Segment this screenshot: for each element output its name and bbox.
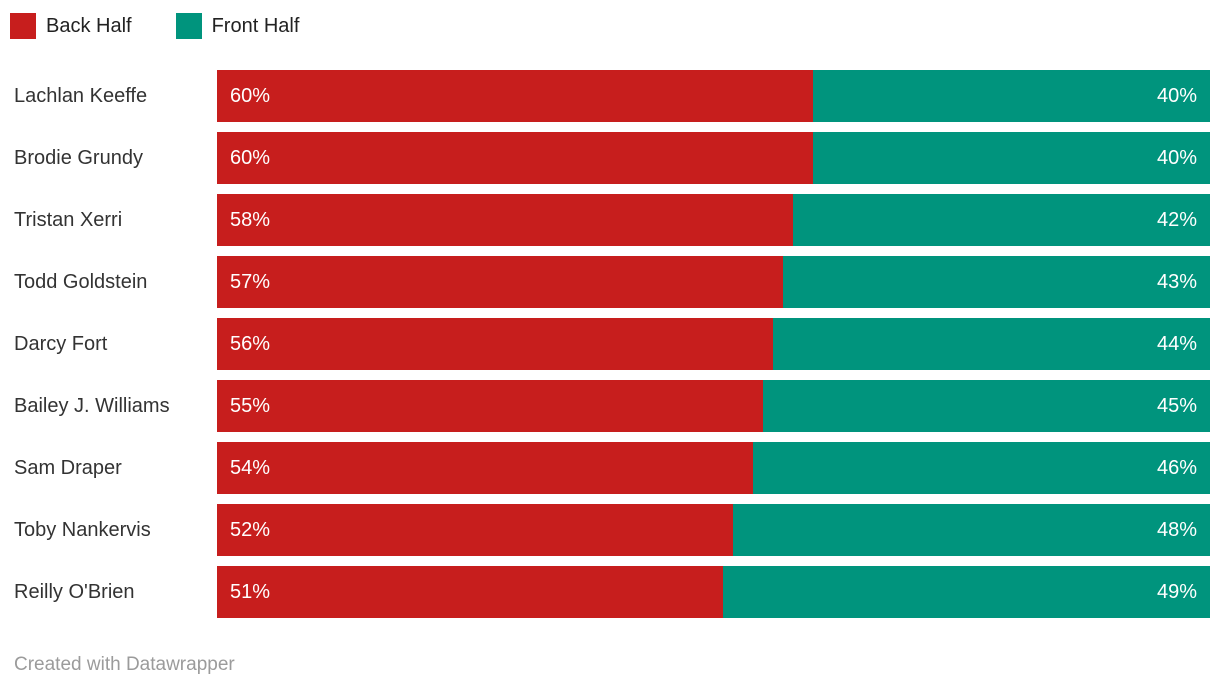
- table-row: Reilly O'Brien 51% 49%: [0, 566, 1210, 618]
- category-label: Brodie Grundy: [14, 146, 143, 169]
- stacked-bar: 52% 48%: [217, 504, 1210, 556]
- category-label: Lachlan Keeffe: [14, 84, 148, 107]
- front-half-segment[interactable]: 49%: [723, 566, 1210, 618]
- back-half-value: 54%: [230, 456, 271, 479]
- datawrapper-attribution-link[interactable]: Created with Datawrapper: [14, 654, 235, 675]
- back-half-segment[interactable]: 52%: [217, 504, 734, 556]
- front-half-segment[interactable]: 40%: [812, 70, 1210, 122]
- table-row: Brodie Grundy 60% 40%: [0, 132, 1210, 184]
- back-half-value: 60%: [230, 84, 271, 107]
- front-half-value: 44%: [1156, 332, 1197, 355]
- category-label: Bailey J. Williams: [14, 394, 170, 417]
- legend-label: Front Half: [211, 15, 300, 37]
- back-half-value: 60%: [230, 146, 271, 169]
- stacked-bar: 56% 44%: [217, 318, 1210, 370]
- front-half-value: 49%: [1156, 580, 1197, 603]
- table-row: Tristan Xerri 58% 42%: [0, 194, 1210, 246]
- table-row: Darcy Fort 56% 44%: [0, 318, 1210, 370]
- table-row: Toby Nankervis 52% 48%: [0, 504, 1210, 556]
- back-half-segment[interactable]: 56%: [217, 318, 774, 370]
- stacked-bar: 58% 42%: [217, 194, 1210, 246]
- front-half-value: 46%: [1156, 456, 1197, 479]
- stacked-bar: 60% 40%: [217, 132, 1210, 184]
- chart-legend: Back Half Front Half: [0, 0, 1220, 39]
- table-row: Bailey J. Williams 55% 45%: [0, 380, 1210, 432]
- category-label: Sam Draper: [14, 456, 122, 479]
- bar-rows: Lachlan Keeffe 60% 40% Brodie Grundy 60%…: [0, 70, 1220, 618]
- back-half-segment[interactable]: 58%: [217, 194, 793, 246]
- front-half-swatch-icon: [175, 13, 202, 39]
- front-half-value: 40%: [1156, 84, 1197, 107]
- stacked-bar: 55% 45%: [217, 380, 1210, 432]
- table-row: Sam Draper 54% 46%: [0, 442, 1210, 494]
- front-half-segment[interactable]: 45%: [763, 380, 1210, 432]
- back-half-segment[interactable]: 55%: [217, 380, 764, 432]
- front-half-segment[interactable]: 40%: [812, 132, 1210, 184]
- category-label: Toby Nankervis: [14, 518, 151, 541]
- front-half-segment[interactable]: 46%: [753, 442, 1210, 494]
- front-half-segment[interactable]: 42%: [792, 194, 1210, 246]
- back-half-value: 51%: [230, 580, 271, 603]
- back-half-value: 57%: [230, 270, 271, 293]
- chart-footer: Created with Datawrapper: [14, 654, 235, 676]
- legend-item-back-half: Back Half: [10, 13, 132, 39]
- back-half-segment[interactable]: 60%: [217, 132, 813, 184]
- front-half-value: 43%: [1156, 270, 1197, 293]
- stacked-bar: 54% 46%: [217, 442, 1210, 494]
- table-row: Lachlan Keeffe 60% 40%: [0, 70, 1210, 122]
- front-half-segment[interactable]: 44%: [773, 318, 1210, 370]
- front-half-value: 42%: [1156, 208, 1197, 231]
- category-label: Reilly O'Brien: [14, 580, 135, 603]
- stacked-bar: 57% 43%: [217, 256, 1210, 308]
- legend-item-front-half: Front Half: [175, 13, 300, 39]
- front-half-segment[interactable]: 43%: [783, 256, 1210, 308]
- table-row: Todd Goldstein 57% 43%: [0, 256, 1210, 308]
- front-half-value: 40%: [1156, 146, 1197, 169]
- category-label: Todd Goldstein: [14, 270, 148, 293]
- stacked-bar: 60% 40%: [217, 70, 1210, 122]
- category-label: Darcy Fort: [14, 332, 108, 355]
- stacked-bar: 51% 49%: [217, 566, 1210, 618]
- front-half-segment[interactable]: 48%: [733, 504, 1210, 556]
- back-half-value: 58%: [230, 208, 271, 231]
- front-half-value: 48%: [1156, 518, 1197, 541]
- back-half-value: 52%: [230, 518, 271, 541]
- legend-label: Back Half: [46, 15, 132, 37]
- back-half-value: 55%: [230, 394, 271, 417]
- back-half-segment[interactable]: 60%: [217, 70, 813, 122]
- back-half-value: 56%: [230, 332, 271, 355]
- back-half-swatch-icon: [10, 13, 36, 39]
- back-half-segment[interactable]: 57%: [217, 256, 783, 308]
- category-label: Tristan Xerri: [14, 208, 123, 231]
- back-half-segment[interactable]: 54%: [217, 442, 754, 494]
- back-half-segment[interactable]: 51%: [217, 566, 724, 618]
- front-half-value: 45%: [1156, 394, 1197, 417]
